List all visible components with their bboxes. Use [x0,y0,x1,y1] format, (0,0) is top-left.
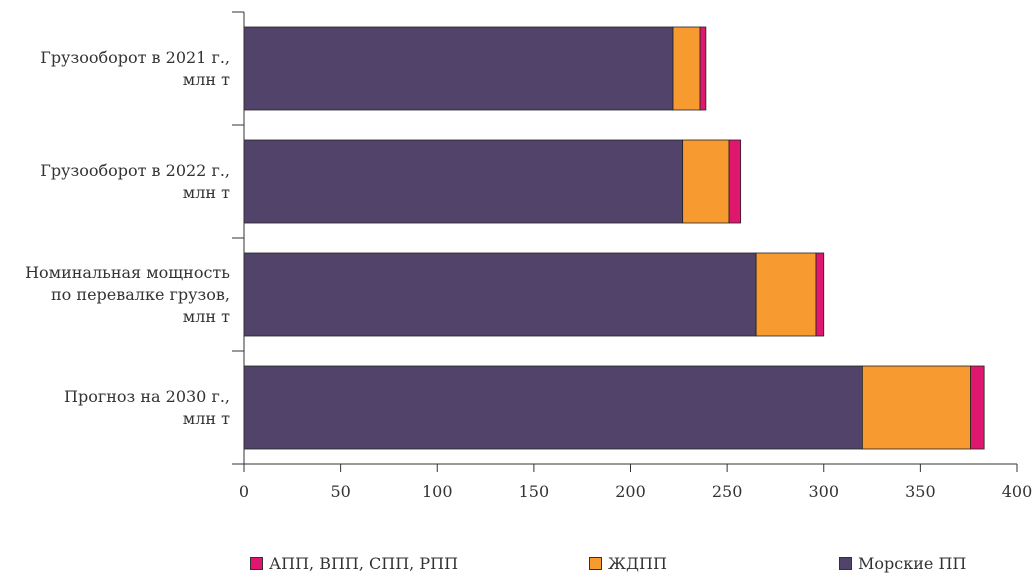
category-label-line: Грузооборот в 2021 г., [40,47,230,67]
category-label-line: млн т [182,182,230,202]
bar-segment-0-1 [243,139,684,224]
category-label-line: Номинальная мощность [25,262,230,282]
bar-segment-1-0 [672,26,701,111]
category-label-line: млн т [182,306,230,326]
bar-segment-0-2 [243,252,757,337]
bar-segment-0-3 [243,365,863,450]
x-tick-label: 50 [330,482,350,501]
bars-group [243,26,985,450]
category-label-line: Прогноз на 2030 г., [64,386,230,406]
x-tick-label: 400 [1002,482,1033,501]
x-tick-label: 350 [905,482,936,501]
category-label: Прогноз на 2030 г., млн т [64,386,230,430]
x-tick-label: 0 [239,482,249,501]
category-label: Номинальная мощность по перевалке грузов,… [25,262,230,328]
category-label: Грузооборот в 2021 г., млн т [40,47,230,91]
x-tick-label: 250 [712,482,743,501]
axes-group [232,11,1018,472]
category-label-line: Грузооборот в 2022 г., [40,160,230,180]
legend-swatch [589,557,602,570]
category-label-line: млн т [182,408,230,428]
category-label-line: млн т [182,69,230,89]
legend-swatch [250,557,263,570]
x-tick-label: 300 [808,482,839,501]
category-label: Грузооборот в 2022 г., млн т [40,160,230,204]
x-tick-label: 200 [615,482,646,501]
x-tick-label: 150 [519,482,550,501]
legend-item: Морские ПП [839,554,966,573]
legend-label: Морские ПП [858,554,967,573]
x-tick-label: 100 [422,482,453,501]
bar-segment-2-1 [728,139,742,224]
bar-segment-1-1 [682,139,730,224]
legend-item: АПП, ВПП, СПП, РПП [250,554,458,573]
legend-item: ЖДПП [589,554,667,573]
bar-segment-1-3 [862,365,972,450]
bar-segment-0-0 [243,26,674,111]
bar-segment-2-2 [815,252,825,337]
legend-label: АПП, ВПП, СПП, РПП [269,554,459,573]
bar-segment-2-0 [699,26,707,111]
bar-segment-1-2 [755,252,817,337]
bar-segment-2-3 [970,365,985,450]
x-tick-labels: 0 50 100 150 200 250 300 350 400 [239,482,1032,501]
category-label-line: по перевалке грузов, [51,284,230,304]
legend-swatch [839,557,852,570]
legend-label: ЖДПП [608,554,667,573]
